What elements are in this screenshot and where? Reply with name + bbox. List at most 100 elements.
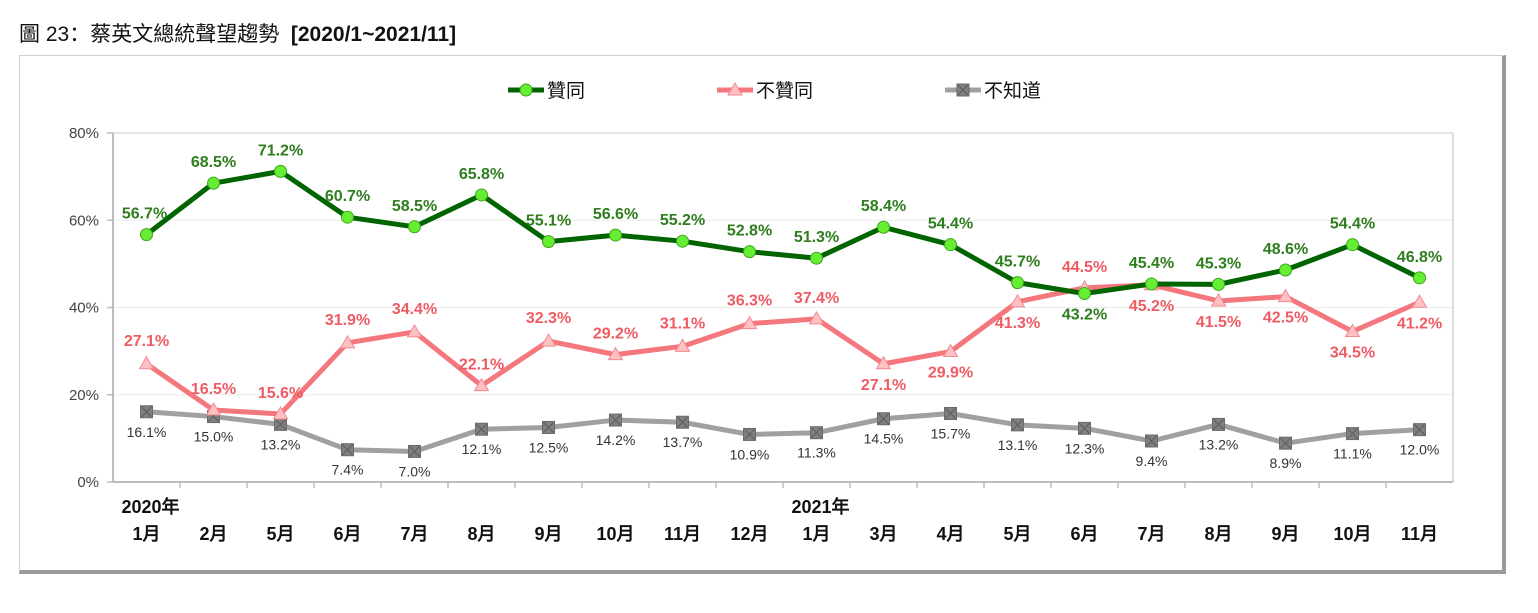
marker-x	[811, 427, 822, 439]
data-label: 16.5%	[191, 381, 236, 398]
data-label: 15.6%	[258, 385, 303, 402]
marker-x	[677, 416, 688, 428]
data-point-1	[808, 310, 825, 325]
data-point-0	[1279, 263, 1292, 277]
legend-label: 不贊同	[756, 80, 813, 102]
data-point-1	[205, 402, 222, 416]
data-label: 9.4%	[1136, 453, 1168, 469]
y-tick-label: 40%	[69, 300, 99, 317]
data-point-1	[473, 377, 490, 392]
data-point-2	[1011, 418, 1024, 432]
marker-x	[945, 408, 956, 419]
data-point-2	[1413, 423, 1426, 437]
data-point-1	[406, 323, 423, 338]
data-label: 44.5%	[1062, 259, 1107, 276]
data-point-0	[944, 238, 957, 252]
data-point-0	[341, 210, 354, 224]
data-label: 71.2%	[258, 142, 303, 159]
data-label: 31.9%	[325, 312, 370, 329]
x-tick-label: 9月	[1271, 524, 1299, 544]
data-point-0	[609, 228, 622, 242]
marker-x	[610, 414, 621, 426]
data-point-0	[1011, 276, 1024, 290]
data-label: 11.3%	[797, 445, 836, 461]
legend-label: 不知道	[984, 80, 1041, 102]
figure-number: 圖 23：	[19, 23, 91, 46]
data-point-2	[810, 426, 823, 440]
data-point-1	[1344, 323, 1361, 337]
data-label: 68.5%	[191, 154, 236, 171]
marker-x	[342, 444, 353, 456]
marker-x	[1414, 424, 1425, 436]
data-label: 10.9%	[730, 446, 770, 462]
data-label: 55.2%	[660, 212, 705, 229]
data-label: 34.5%	[1330, 344, 1375, 361]
data-point-0	[1346, 238, 1359, 252]
x-year-label: 2021年	[791, 496, 849, 517]
data-label: 13.1%	[998, 437, 1038, 453]
data-label: 27.1%	[861, 377, 906, 394]
data-label: 7.4%	[332, 462, 364, 478]
data-point-1	[1277, 288, 1294, 303]
data-label: 32.3%	[526, 310, 571, 327]
data-point-2	[274, 417, 287, 431]
legend-item-2: 不知道	[945, 80, 1041, 102]
gridlines	[113, 132, 1453, 396]
data-label: 13.7%	[663, 434, 703, 450]
x-year-label: 2020年	[121, 496, 179, 517]
x-tick-label: 1月	[132, 524, 160, 544]
data-label: 41.3%	[995, 315, 1040, 332]
data-point-1	[1009, 293, 1026, 308]
marker-x	[957, 84, 969, 96]
legend-item-0: 贊同	[508, 80, 585, 102]
legend: 贊同 不贊同 不知道	[508, 80, 1041, 102]
x-tick-label: 6月	[1070, 524, 1098, 544]
data-point-0	[1145, 277, 1158, 291]
data-label: 13.2%	[261, 436, 301, 452]
data-label: 34.4%	[392, 301, 437, 318]
data-label: 31.1%	[660, 315, 705, 332]
data-point-2	[341, 443, 354, 457]
data-point-1	[540, 333, 557, 347]
marker-x	[1079, 422, 1090, 434]
data-label: 52.8%	[727, 223, 772, 240]
series-line-0	[144, 168, 1421, 297]
data-point-2	[475, 422, 488, 436]
x-tick-label: 3月	[869, 524, 897, 544]
y-tick-label: 0%	[77, 474, 99, 491]
chart-frame	[19, 55, 1506, 574]
y-tick-label: 80%	[69, 125, 99, 142]
title-main: 蔡英文總統聲望趨勢	[90, 23, 280, 46]
chart-title: 圖 23：蔡英文總統聲望趨勢 [2020/1~2021/11]	[19, 18, 456, 48]
data-point-2	[743, 427, 756, 441]
data-point-1	[1411, 294, 1428, 308]
marker-x	[409, 446, 420, 457]
data-label: 37.4%	[794, 290, 839, 307]
data-point-0	[810, 251, 823, 265]
data-point-2	[877, 412, 890, 426]
data-point-2	[542, 420, 555, 434]
data-label: 12.0%	[1400, 442, 1440, 458]
x-tick-label: 12月	[730, 524, 768, 544]
data-label: 48.6%	[1263, 241, 1308, 258]
data-label: 56.6%	[593, 206, 638, 223]
data-label: 7.0%	[399, 463, 431, 479]
data-label: 58.5%	[392, 198, 437, 215]
x-tick-label: 11月	[1401, 524, 1438, 544]
y-axis-ticks: 0% 20% 40% 60% 80%	[69, 125, 99, 491]
data-point-2	[609, 413, 622, 427]
legend-item-1: 不贊同	[717, 80, 813, 102]
data-point-0	[743, 245, 756, 259]
marker-x	[1213, 419, 1224, 430]
data-point-1	[741, 315, 758, 330]
data-label: 58.4%	[861, 198, 906, 215]
marker-x	[543, 422, 554, 433]
x-axis-labels: 1月 2月 5月 6月 7月 8月 9月 10月 11月 12月 1月 3月 4月 5月 6月 7月 8月 9月 1…	[121, 496, 1438, 544]
marker-x	[275, 419, 286, 430]
data-label: 36.3%	[727, 293, 772, 310]
x-tick-label: 8月	[1204, 524, 1232, 544]
data-point-0	[1078, 287, 1091, 301]
data-point-1	[272, 405, 289, 420]
x-tick-label: 7月	[1137, 524, 1165, 544]
